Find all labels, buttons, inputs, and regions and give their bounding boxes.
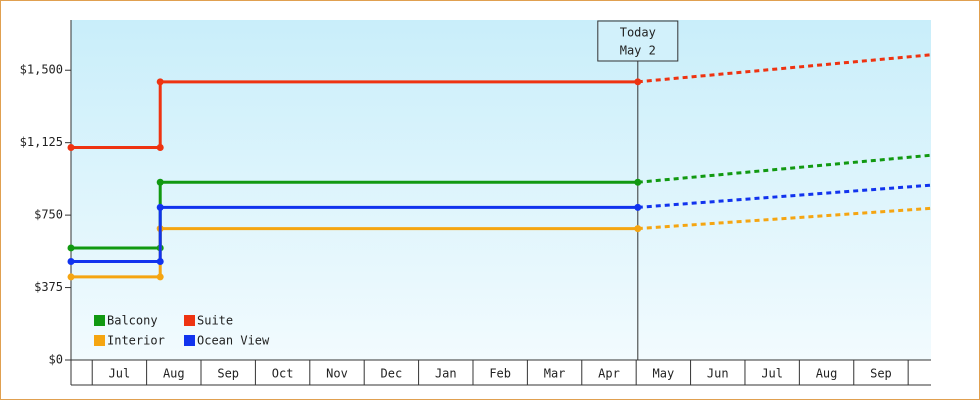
today-label: Today xyxy=(620,26,656,40)
x-tick-label: Jul xyxy=(109,367,131,381)
x-tick-label: Dec xyxy=(381,367,403,381)
point xyxy=(156,144,164,151)
x-tick-label: Feb xyxy=(489,367,511,381)
x-tick-label: Mar xyxy=(544,367,566,381)
today-box xyxy=(597,20,679,62)
point xyxy=(634,78,642,86)
legend-swatch xyxy=(184,335,195,346)
legend-label: Interior xyxy=(107,334,165,348)
point xyxy=(67,244,75,252)
forecast-line xyxy=(637,183,932,209)
x-tick-label: May xyxy=(653,367,675,381)
series-line xyxy=(71,80,638,149)
x-tick-label: Jul xyxy=(761,367,783,381)
y-tick-label: $1,125 xyxy=(20,135,63,149)
x-tick-label: Aug xyxy=(163,367,185,381)
point xyxy=(67,257,75,265)
forecast-line xyxy=(637,53,932,84)
point xyxy=(156,273,164,281)
x-tick-label: Jan xyxy=(435,367,457,381)
y-tick-label: $1,500 xyxy=(20,63,63,77)
x-tick-label: Apr xyxy=(598,367,620,381)
legend-label: Balcony xyxy=(107,314,158,328)
point xyxy=(156,78,164,86)
legend-swatch xyxy=(94,315,105,326)
x-tick-label: Oct xyxy=(272,367,294,381)
point xyxy=(634,178,642,186)
forecast-line xyxy=(637,153,932,184)
point xyxy=(634,225,642,233)
x-tick-label: Sep xyxy=(217,367,239,381)
x-tick-label: Jun xyxy=(707,367,729,381)
y-tick-label: $750 xyxy=(34,208,63,222)
point xyxy=(156,178,164,186)
x-tick-label: Aug xyxy=(816,367,838,381)
y-tick-label: $375 xyxy=(34,280,63,294)
x-tick-label: Sep xyxy=(870,367,892,381)
legend-swatch xyxy=(184,315,195,326)
legend-swatch xyxy=(94,335,105,346)
point xyxy=(67,273,75,281)
x-tick-label: Nov xyxy=(326,367,348,381)
plot-area xyxy=(71,20,931,360)
point xyxy=(67,144,75,151)
legend-label: Ocean View xyxy=(197,334,270,348)
forecast-line xyxy=(637,206,932,231)
today-label: May 2 xyxy=(620,44,656,58)
y-tick-label: $0 xyxy=(49,353,63,367)
legend-label: Suite xyxy=(197,314,233,328)
point xyxy=(156,203,164,211)
series-line xyxy=(71,205,638,263)
point xyxy=(156,257,164,265)
point xyxy=(634,203,642,211)
